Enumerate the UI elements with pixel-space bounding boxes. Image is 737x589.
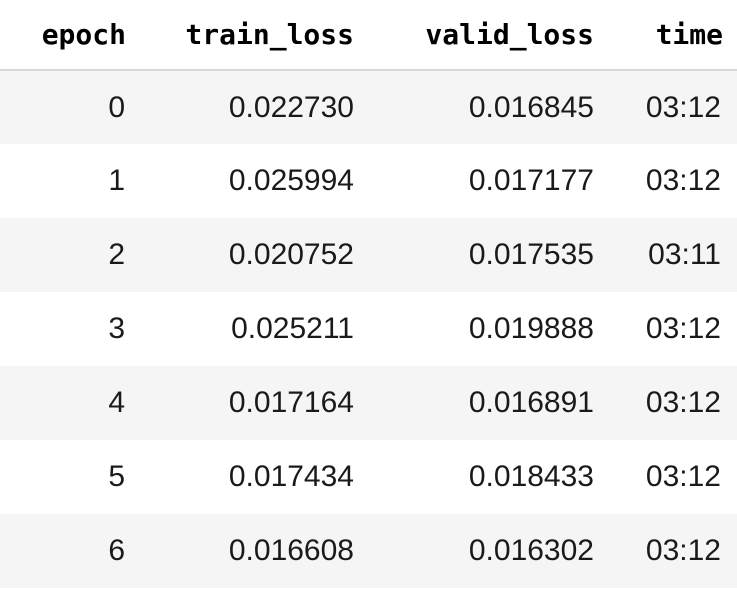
valid-loss-cell: 0.019888	[368, 292, 608, 366]
epoch-cell: 5	[0, 440, 140, 514]
time-cell: 03:12	[608, 440, 737, 514]
train-loss-cell: 0.017434	[140, 440, 368, 514]
table-row: 5 0.017434 0.018433 03:12	[0, 440, 737, 514]
time-cell: 03:12	[608, 366, 737, 440]
train-loss-cell: 0.025994	[140, 144, 368, 218]
column-header-time: time	[608, 0, 737, 71]
valid-loss-cell: 0.016302	[368, 514, 608, 588]
table-row: 6 0.016608 0.016302 03:12	[0, 514, 737, 588]
epoch-cell: 1	[0, 144, 140, 218]
valid-loss-cell: 0.016891	[368, 366, 608, 440]
valid-loss-cell: 0.018433	[368, 440, 608, 514]
table-row: 4 0.017164 0.016891 03:12	[0, 366, 737, 440]
column-header-train-loss: train_loss	[140, 0, 368, 71]
column-header-valid-loss: valid_loss	[368, 0, 608, 71]
valid-loss-cell: 0.017535	[368, 218, 608, 292]
table-row: 0 0.022730 0.016845 03:12	[0, 70, 737, 144]
train-loss-cell: 0.016608	[140, 514, 368, 588]
table-row: 2 0.020752 0.017535 03:11	[0, 218, 737, 292]
table-row: 1 0.025994 0.017177 03:12	[0, 144, 737, 218]
train-loss-cell: 0.025211	[140, 292, 368, 366]
time-cell: 03:12	[608, 144, 737, 218]
time-cell: 03:12	[608, 292, 737, 366]
time-cell: 03:12	[608, 514, 737, 588]
epoch-cell: 6	[0, 514, 140, 588]
time-cell: 03:12	[608, 70, 737, 144]
time-cell: 03:11	[608, 218, 737, 292]
table-header: epoch train_loss valid_loss time	[0, 0, 737, 71]
header-row: epoch train_loss valid_loss time	[0, 0, 737, 71]
epoch-cell: 4	[0, 366, 140, 440]
table-row: 3 0.025211 0.019888 03:12	[0, 292, 737, 366]
valid-loss-cell: 0.016845	[368, 70, 608, 144]
epoch-cell: 0	[0, 70, 140, 144]
train-loss-cell: 0.020752	[140, 218, 368, 292]
train-loss-cell: 0.022730	[140, 70, 368, 144]
epoch-cell: 2	[0, 218, 140, 292]
table-body: 0 0.022730 0.016845 03:12 1 0.025994 0.0…	[0, 70, 737, 588]
epoch-cell: 3	[0, 292, 140, 366]
column-header-epoch: epoch	[0, 0, 140, 71]
train-loss-cell: 0.017164	[140, 366, 368, 440]
valid-loss-cell: 0.017177	[368, 144, 608, 218]
